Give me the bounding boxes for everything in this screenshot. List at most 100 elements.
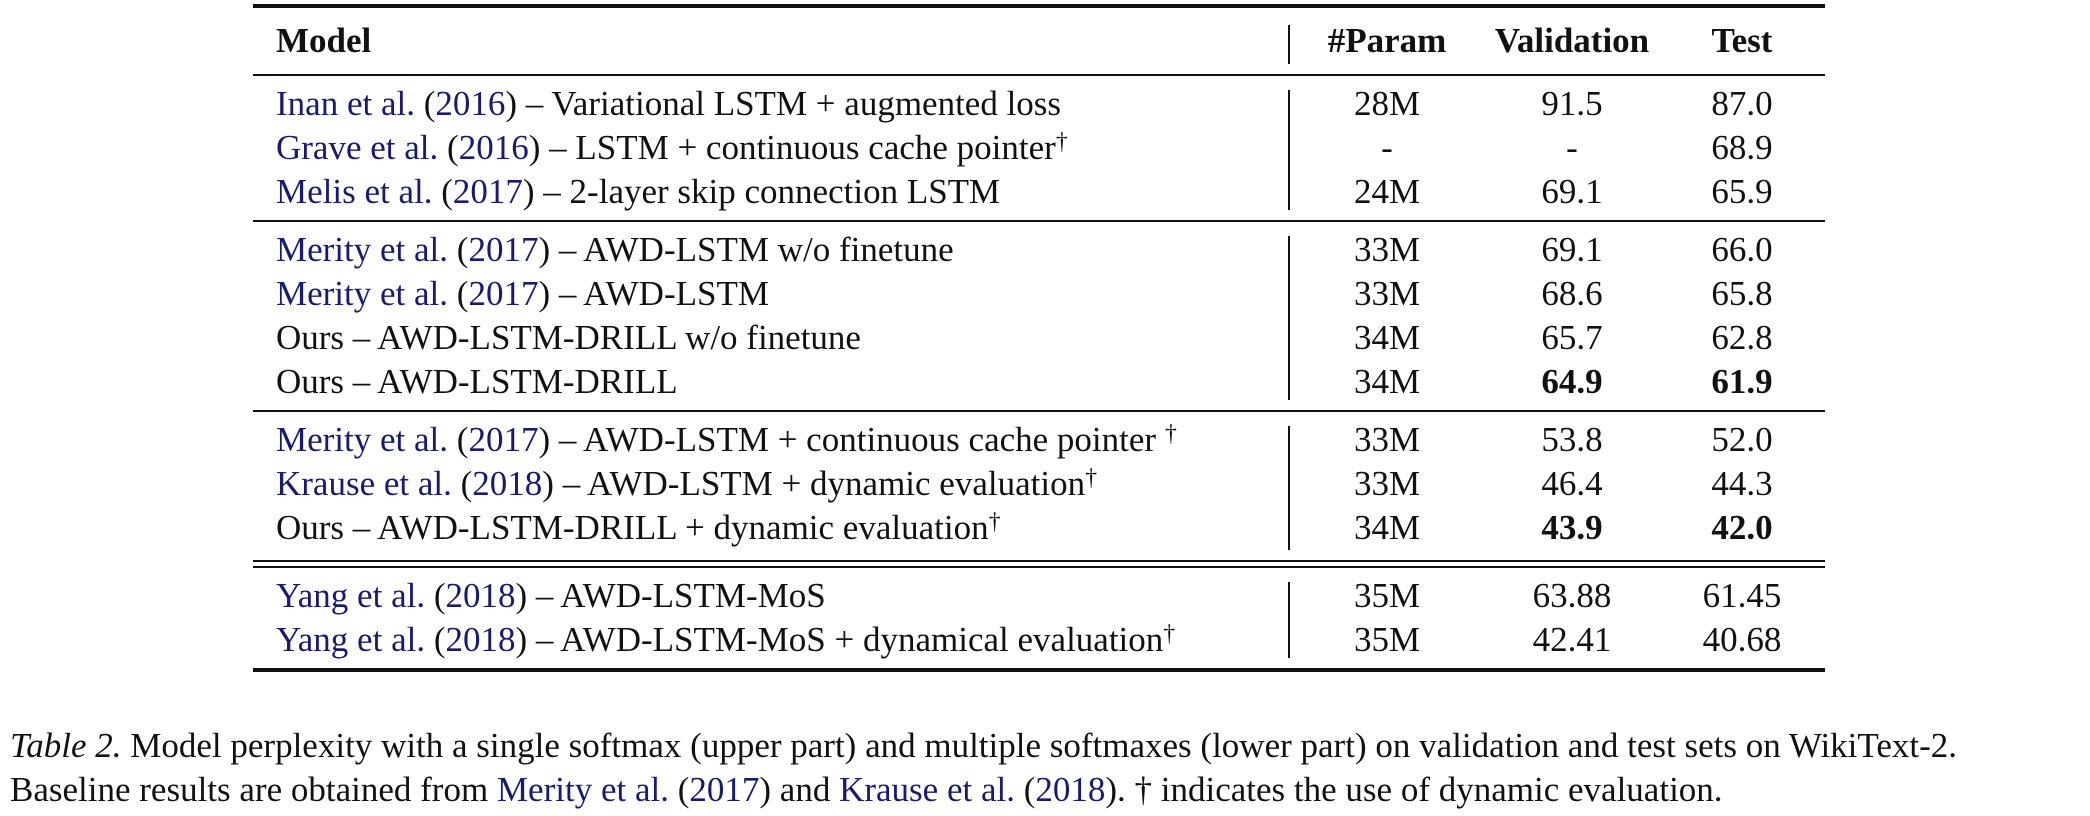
citation-year-link[interactable]: 2017 [468, 420, 539, 459]
header-model: Model [276, 21, 372, 60]
citation-link[interactable]: Yang et al. [276, 620, 426, 659]
citation-year-link[interactable]: 2018 [445, 576, 516, 615]
validation-cell: 63.88 [1532, 576, 1612, 615]
test-cell: 61.45 [1702, 576, 1782, 615]
model-cell: Merity et al. (2017) – AWD-LSTM w/o fine… [276, 230, 954, 269]
model-description: ) – AWD-LSTM w/o finetune [538, 230, 954, 269]
table-row: Ours – AWD-LSTM-DRILL w/o finetune 34M 65.… [253, 316, 1825, 360]
citation-link[interactable]: Melis et al. [276, 172, 433, 211]
model-description: Ours – AWD-LSTM-DRILL + dynamic evaluati… [276, 508, 989, 547]
model-description: Ours – AWD-LSTM-DRILL [276, 362, 678, 401]
test-cell: 40.68 [1702, 620, 1782, 659]
param-cell: 33M [1353, 230, 1421, 269]
model-cell: Krause et al. (2018) – AWD-LSTM + dynami… [276, 464, 1098, 503]
test-cell: 61.9 [1711, 362, 1773, 401]
citation-link[interactable]: Merity et al. [276, 420, 449, 459]
model-cell: Ours – AWD-LSTM-DRILL [276, 360, 678, 404]
test-cell: 87.0 [1711, 84, 1773, 123]
param-cell: 33M [1353, 274, 1421, 313]
test-cell: 52.0 [1711, 420, 1773, 459]
citation-year-link[interactable]: 2017 [468, 230, 539, 269]
caption-citation-link[interactable]: Krause et al. [839, 770, 1015, 809]
dagger-mark: † [988, 509, 1001, 535]
caption-text: Model perplexity with a single softmax (… [10, 726, 1957, 809]
caption-citation-year-link[interactable]: 2017 [689, 770, 760, 809]
dagger-mark: † [1055, 129, 1068, 155]
model-cell: Ours – AWD-LSTM-DRILL w/o finetune [276, 316, 861, 360]
model-description: ) – AWD-LSTM + continuous cache pointer [538, 420, 1165, 459]
column-divider [1288, 90, 1290, 210]
validation-cell: 69.1 [1541, 172, 1603, 211]
validation-cell: - [1566, 128, 1578, 167]
table-row: Yang et al. (2018) – AWD-LSTM-MoS + dyna… [253, 618, 1825, 662]
table-row: Krause et al. (2018) – AWD-LSTM + dynami… [253, 462, 1825, 506]
table-row: Merity et al. (2017) – AWD-LSTM + contin… [253, 418, 1825, 462]
dagger-mark: † [1085, 465, 1098, 491]
validation-cell: 46.4 [1541, 464, 1603, 503]
param-cell: 34M [1353, 508, 1421, 547]
test-cell: 42.0 [1711, 508, 1773, 547]
model-description: ) – AWD-LSTM-MoS + dynamical evaluation [515, 620, 1164, 659]
test-cell: 68.9 [1711, 128, 1773, 167]
citation-year-link[interactable]: 2017 [468, 274, 539, 313]
table-caption: Table 2. Model perplexity with a single … [10, 726, 1957, 809]
column-divider [1288, 582, 1290, 658]
test-cell: 66.0 [1711, 230, 1773, 269]
citation-year-link[interactable]: 2018 [445, 620, 516, 659]
double-rule [253, 560, 1825, 568]
validation-cell: 53.8 [1541, 420, 1603, 459]
table-row: Melis et al. (2017) – 2-layer skip conne… [253, 170, 1825, 214]
validation-cell: 42.41 [1532, 620, 1612, 659]
model-description: ) – 2-layer skip connection LSTM [522, 172, 1001, 211]
validation-cell: 65.7 [1541, 318, 1603, 357]
param-cell: 28M [1353, 84, 1421, 123]
validation-cell: 91.5 [1541, 84, 1603, 123]
caption-citation-link[interactable]: Merity et al. [496, 770, 669, 809]
model-cell: Merity et al. (2017) – AWD-LSTM + contin… [276, 420, 1177, 459]
table-group: Yang et al. (2018) – AWD-LSTM-MoS 35M 63.8… [253, 568, 1825, 668]
model-cell: Yang et al. (2018) – AWD-LSTM-MoS + dyna… [276, 620, 1176, 659]
validation-cell: 64.9 [1541, 362, 1603, 401]
citation-year-link[interactable]: 2016 [458, 128, 529, 167]
model-cell: Ours – AWD-LSTM-DRILL + dynamic evaluati… [276, 506, 1001, 550]
param-cell: 34M [1353, 318, 1421, 357]
header-validation: Validation [1494, 21, 1650, 60]
param-cell: 33M [1353, 464, 1421, 503]
test-cell: 44.3 [1711, 464, 1773, 503]
citation-link[interactable]: Grave et al. [276, 128, 439, 167]
citation-link[interactable]: Merity et al. [276, 230, 449, 269]
validation-cell: 69.1 [1541, 230, 1603, 269]
test-cell: 65.9 [1711, 172, 1773, 211]
test-cell: 62.8 [1711, 318, 1773, 357]
caption-label: Table 2. [10, 726, 122, 765]
caption-text: ). † indicates the use of dynamic evalua… [1105, 770, 1723, 809]
table-row: Ours – AWD-LSTM-DRILL + dynamic evaluati… [253, 506, 1825, 550]
model-cell: Yang et al. (2018) – AWD-LSTM-MoS [276, 576, 826, 615]
model-cell: Inan et al. (2016) – Variational LSTM + … [276, 84, 1062, 123]
citation-link[interactable]: Krause et al. [276, 464, 452, 503]
test-cell: 65.8 [1711, 274, 1773, 313]
citation-link[interactable]: Inan et al. [276, 84, 415, 123]
table-header: Model #Param Validation Test [253, 8, 1825, 76]
table-row: Inan et al. (2016) – Variational LSTM + … [253, 82, 1825, 126]
validation-cell: 43.9 [1541, 508, 1603, 547]
citation-year-link[interactable]: 2018 [472, 464, 543, 503]
citation-link[interactable]: Yang et al. [276, 576, 426, 615]
column-divider [1288, 426, 1290, 550]
caption-text: ) and [759, 770, 840, 809]
model-description: ) – AWD-LSTM [538, 274, 769, 313]
param-cell: 24M [1353, 172, 1421, 211]
header-test: Test [1711, 21, 1773, 60]
model-cell: Grave et al. (2016) – LSTM + continuous … [276, 128, 1068, 167]
citation-year-link[interactable]: 2016 [435, 84, 506, 123]
table-group: Merity et al. (2017) – AWD-LSTM + contin… [253, 412, 1825, 560]
caption-citation-year-link[interactable]: 2018 [1035, 770, 1106, 809]
model-description: ) – LSTM + continuous cache pointer [528, 128, 1056, 167]
table-row: Merity et al. (2017) – AWD-LSTM w/o fine… [253, 228, 1825, 272]
model-cell: Merity et al. (2017) – AWD-LSTM [276, 274, 769, 313]
param-cell: 34M [1353, 362, 1421, 401]
table-group: Inan et al. (2016) – Variational LSTM + … [253, 76, 1825, 222]
header-param: #Param [1327, 21, 1447, 60]
citation-year-link[interactable]: 2017 [452, 172, 523, 211]
citation-link[interactable]: Merity et al. [276, 274, 449, 313]
